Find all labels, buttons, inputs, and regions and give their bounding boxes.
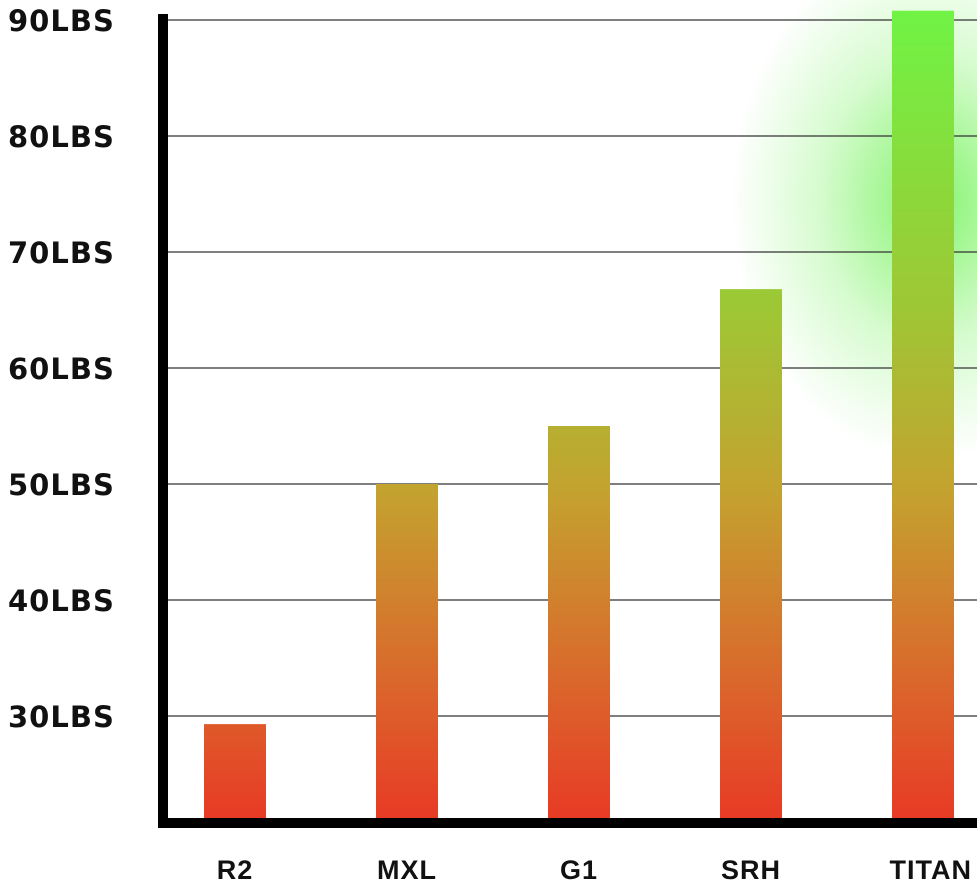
x-category-label: SRH [721,855,781,885]
bar-titan [892,10,954,819]
x-category-label: R2 [217,855,254,885]
y-tick-label: 80LBS [8,120,115,154]
y-tick-label: 90LBS [8,4,115,38]
y-tick-label: 70LBS [8,236,115,270]
bar-srh [720,289,782,818]
y-tick-label: 40LBS [8,584,115,618]
bar-g1 [548,426,610,818]
x-category-label: G1 [560,855,598,885]
x-category-label: TITAN [890,855,972,885]
bar-mxl [376,484,438,818]
y-tick-label: 30LBS [8,700,115,734]
y-tick-label: 50LBS [8,468,115,502]
x-category-label: MXL [377,855,437,885]
bar-r2 [204,724,266,818]
y-tick-label: 60LBS [8,352,115,386]
